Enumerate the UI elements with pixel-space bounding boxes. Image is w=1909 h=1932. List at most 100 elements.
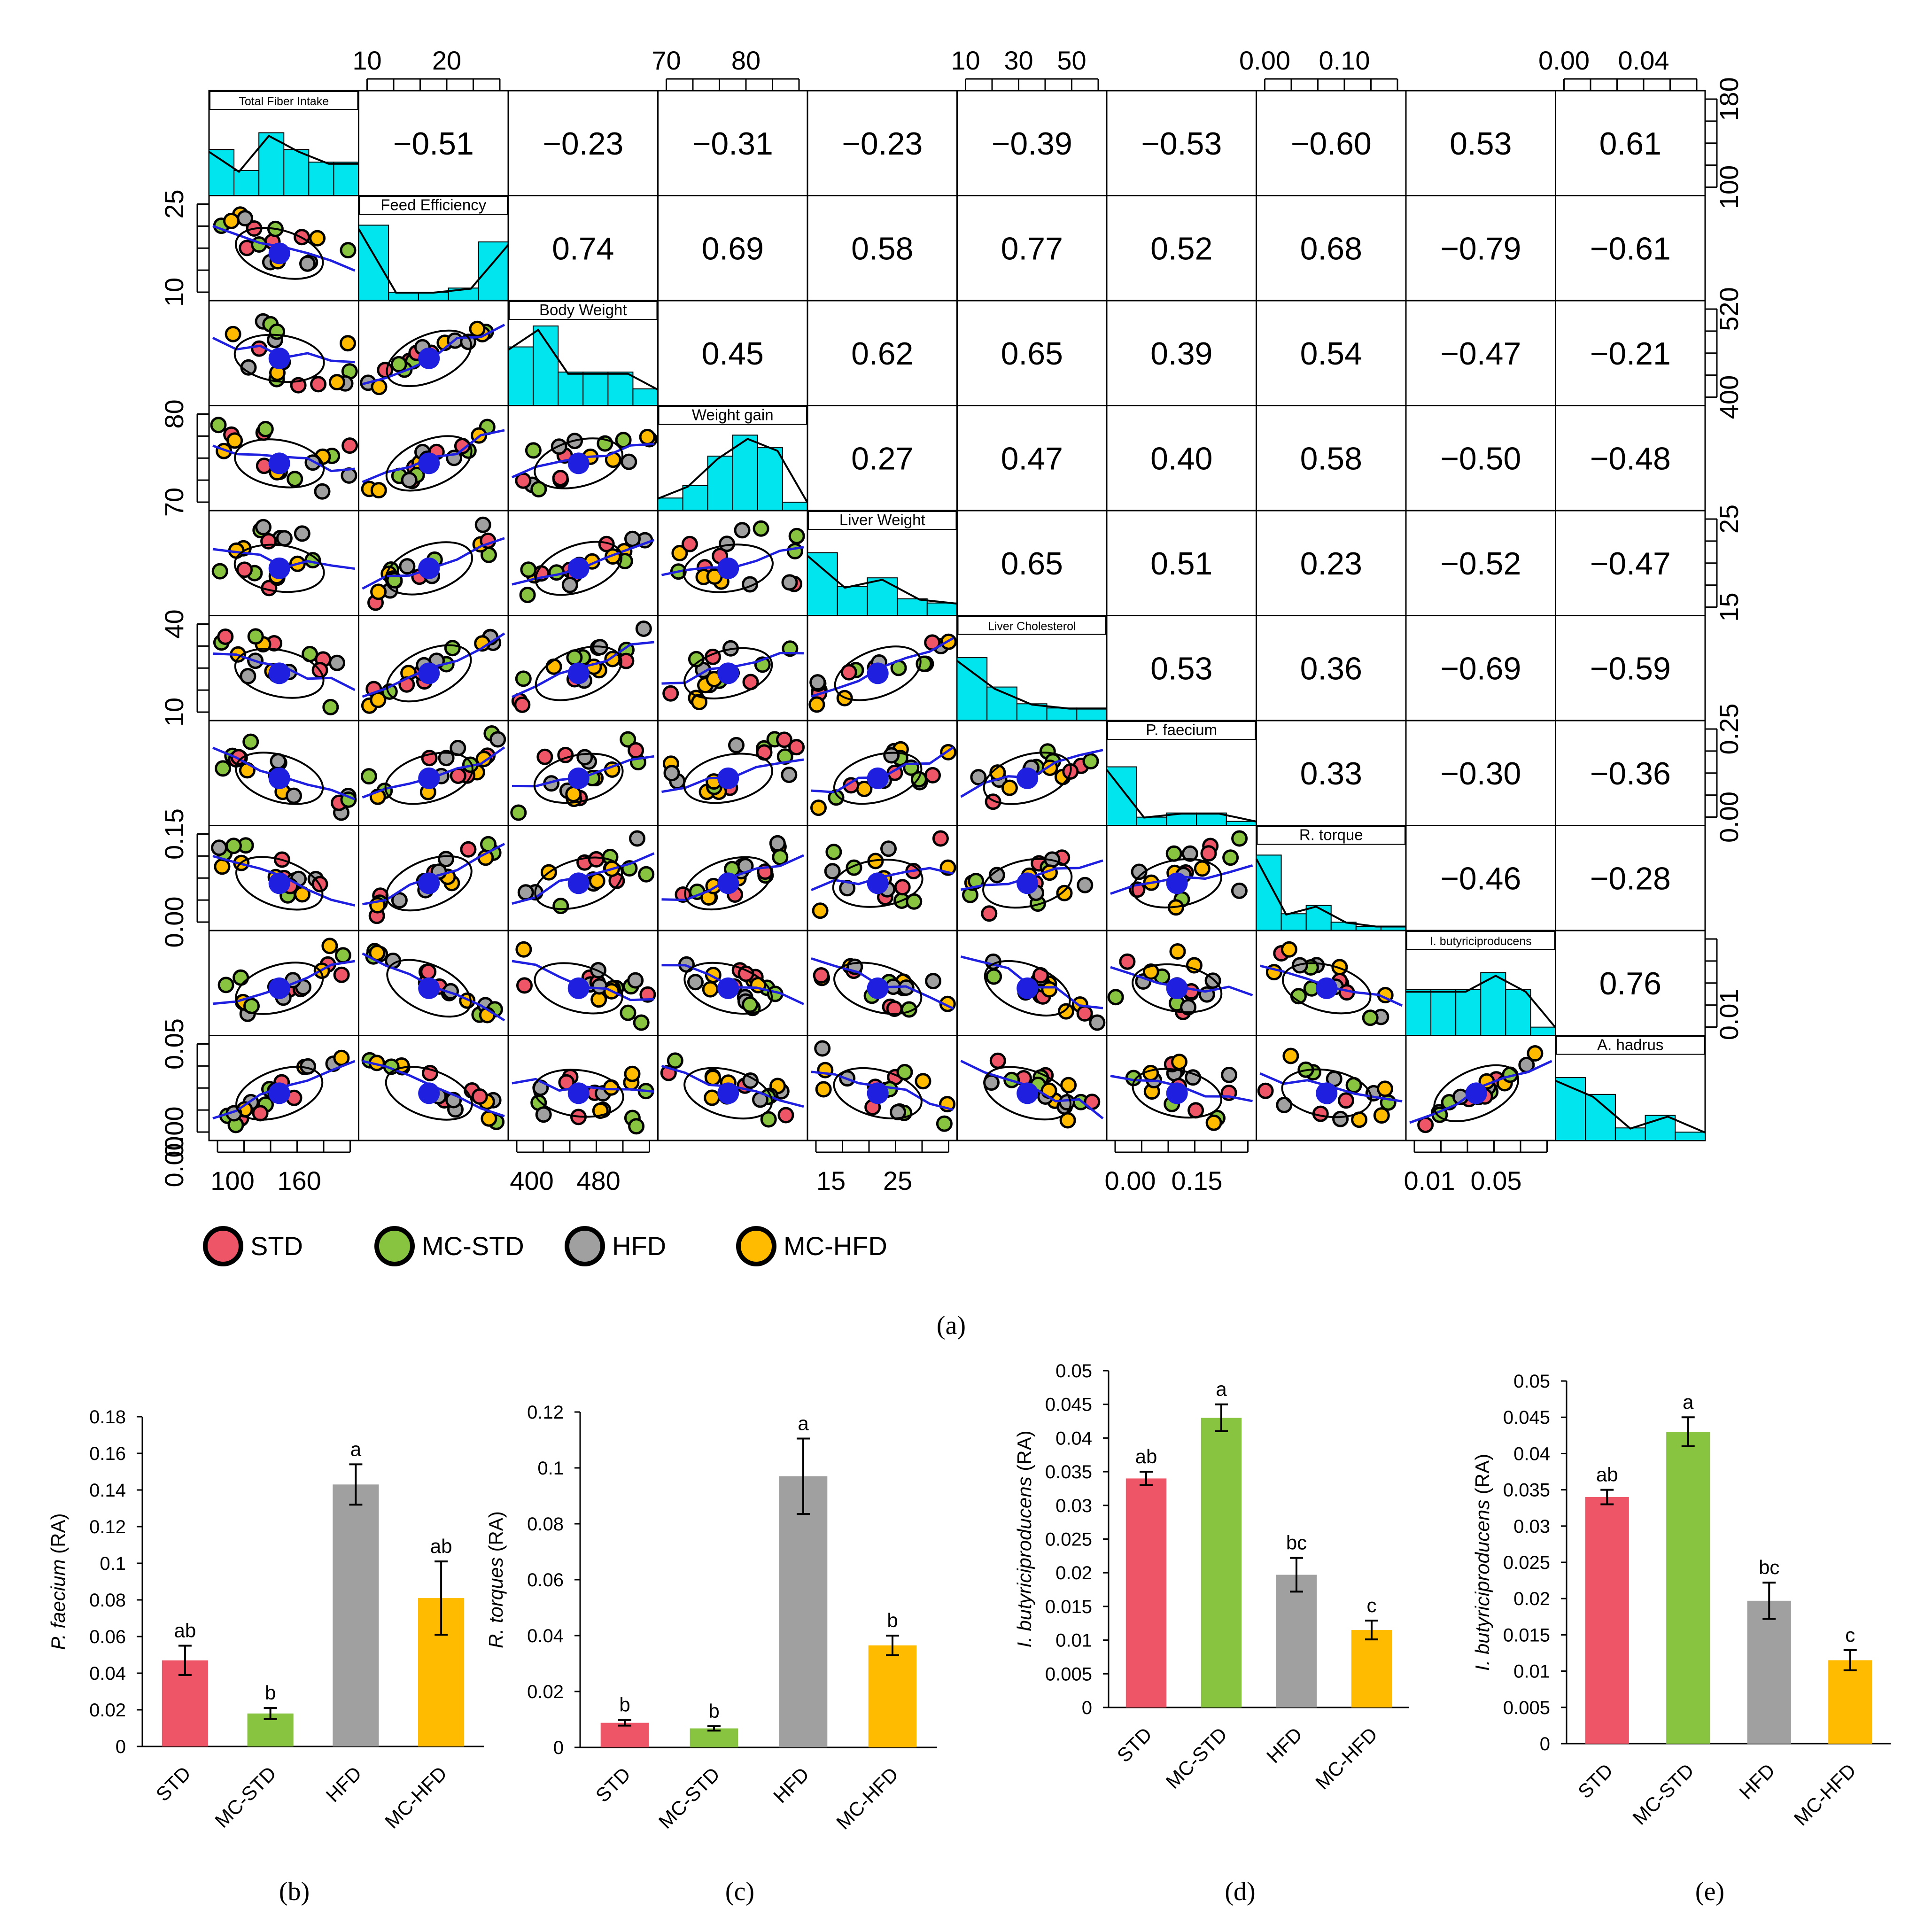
y-tick-label: 0.1 (537, 1458, 564, 1479)
data-point (561, 576, 578, 593)
tick-label: 0.00 (1105, 1166, 1156, 1195)
cell-frame (1106, 510, 1257, 616)
significance-letter: b (708, 1700, 719, 1722)
data-point (1222, 849, 1239, 866)
data-point (705, 1070, 722, 1086)
hist-bar (757, 447, 783, 511)
tick-label: 0.00 (1538, 46, 1590, 75)
x-category-label: MC-HFD (832, 1763, 902, 1833)
matrix-cell: 0.40 (1106, 405, 1257, 512)
matrix-cell (208, 405, 359, 512)
data-point (1089, 1014, 1106, 1031)
cell-frame (657, 300, 808, 406)
x-category-label: MC-HFD (380, 1762, 451, 1832)
data-point (535, 1106, 552, 1123)
hist-bar (867, 577, 898, 616)
data-point (240, 668, 256, 684)
centroid-point (268, 1082, 290, 1104)
data-point (255, 519, 272, 535)
data-point (1119, 953, 1136, 970)
correlation-ellipse (1281, 1068, 1372, 1118)
left-axis: 80 70 (159, 399, 209, 517)
y-axis-title-species: I. butyriciproducens (1013, 1476, 1035, 1647)
correlation-ellipse (1281, 962, 1372, 1015)
data-point (370, 691, 387, 708)
panel-label-c: (c) (725, 1877, 754, 1906)
top-axis: 10 20 (352, 46, 501, 91)
legend-marker (736, 1226, 776, 1266)
significance-letter: a (1683, 1391, 1694, 1413)
data-point (390, 356, 407, 372)
matrix-cell (208, 1035, 359, 1141)
data-point (210, 417, 227, 434)
centroid-point (867, 872, 889, 894)
centroid-point (1017, 872, 1039, 894)
data-point (1169, 943, 1186, 960)
data-point (1171, 1054, 1187, 1071)
cell-frame (956, 90, 1108, 196)
data-point (333, 966, 350, 983)
matrix-cell (657, 1035, 808, 1141)
matrix-cell (507, 615, 659, 722)
y-tick-label: 0.1 (100, 1553, 126, 1574)
matrix-cell (208, 300, 359, 406)
data-point (552, 470, 569, 487)
correlation-value: 0.74 (552, 231, 614, 266)
y-tick-label: 0.025 (1045, 1529, 1092, 1550)
data-point (333, 1049, 350, 1066)
centroid-point (717, 977, 739, 999)
matrix-cell: −0.30 (1405, 720, 1556, 826)
data-point (808, 696, 825, 713)
bar-mc-std (1201, 1418, 1242, 1707)
legend-label: HFD (612, 1231, 666, 1261)
correlation-ellipse (1132, 858, 1223, 908)
correlation-value: −0.39 (992, 126, 1072, 162)
data-point (983, 1074, 1000, 1091)
data-point (286, 787, 302, 804)
centroid-point (418, 452, 440, 474)
data-point (1338, 1092, 1354, 1109)
significance-letter: a (350, 1438, 362, 1460)
x-category-label: STD (591, 1763, 635, 1807)
right-axis: 25 15 (1705, 504, 1744, 622)
correlation-ellipse (385, 435, 473, 492)
cell-frame (1256, 405, 1407, 512)
y-tick-label: 0.08 (89, 1590, 126, 1611)
data-point (322, 698, 339, 715)
data-point (287, 471, 303, 488)
left-axis: 0.15 0.00 (159, 808, 209, 948)
y-tick-label: 0.04 (1513, 1443, 1550, 1464)
cell-frame (1405, 90, 1556, 196)
legend-label: STD (250, 1231, 303, 1261)
centroid-point (717, 767, 739, 789)
data-point (924, 767, 941, 784)
y-tick-label: 0.035 (1503, 1480, 1550, 1501)
centroid-point (268, 977, 290, 999)
matrix-cell (507, 1035, 659, 1141)
y-axis-title-unit: (RA) (1471, 1454, 1493, 1500)
correlation-ellipse (683, 962, 773, 1015)
x-category-label: HFD (1735, 1759, 1779, 1803)
matrix-cell (657, 825, 808, 931)
variable-label-box (210, 91, 358, 110)
data-point (638, 866, 655, 883)
hist-bar (558, 372, 584, 406)
significance-letter: b (265, 1682, 276, 1704)
density-curve (208, 134, 359, 173)
data-point (681, 535, 698, 552)
data-point (552, 898, 569, 915)
correlation-ellipse (534, 437, 624, 489)
data-point (226, 432, 243, 449)
matrix-cell: 0.61 (1555, 90, 1706, 196)
y-tick-label: 0.045 (1503, 1407, 1550, 1428)
bottom-axis: 100 160 (210, 1141, 351, 1195)
density-curve (956, 660, 1107, 710)
y-axis-title-species: P. faecium (47, 1560, 69, 1650)
data-point (760, 1111, 777, 1128)
y-tick-label: 0.08 (527, 1514, 564, 1535)
correlation-ellipse (234, 438, 325, 489)
correlation-value: 0.65 (1001, 336, 1063, 372)
x-category-label: STD (1113, 1723, 1156, 1767)
tick-label: 80 (731, 46, 760, 75)
bar-mc-hfd (1828, 1660, 1872, 1744)
